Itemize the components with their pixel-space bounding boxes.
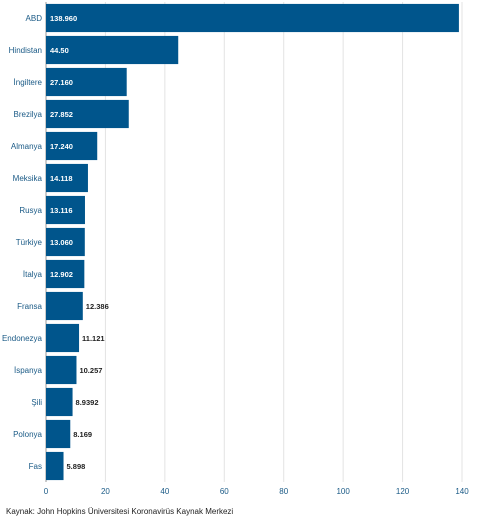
bar (46, 291, 83, 321)
value-label: 14.118 (50, 174, 73, 183)
value-label: 12.386 (86, 302, 109, 311)
category-label: İspanya (14, 366, 43, 375)
x-tick-label: 20 (101, 487, 110, 496)
category-label: Endonezya (2, 334, 43, 343)
value-label: 27.852 (50, 110, 73, 119)
bar (46, 259, 85, 289)
category-labels: ABD Hindistan İngiltere Brezilya Almanya Meks… (2, 14, 43, 471)
value-label: 8.169 (73, 430, 92, 439)
bars (46, 3, 459, 481)
bar (46, 99, 129, 129)
value-label: 12.902 (50, 270, 73, 279)
category-label: İngiltere (14, 78, 43, 87)
bar (46, 387, 73, 417)
category-label: Şili (31, 398, 42, 407)
x-tick-label: 120 (396, 487, 410, 496)
category-label: Türkiye (16, 238, 43, 247)
bar (46, 35, 179, 65)
bar (46, 3, 459, 33)
x-tick-label: 0 (44, 487, 49, 496)
value-label: 17.240 (50, 142, 73, 151)
value-label: 13.060 (50, 238, 73, 247)
value-label: 10.257 (79, 366, 102, 375)
bar (46, 195, 85, 225)
x-axis-ticks: 0 20 40 60 80 100 120 140 (44, 487, 469, 496)
value-labels: 138.960 44.50 27.160 27.852 17.240 14.118 13.1… (50, 14, 109, 471)
x-tick-label: 100 (336, 487, 350, 496)
source-note: Kaynak: John Hopkins Üniversitesi Korona… (6, 507, 234, 516)
bar (46, 227, 85, 257)
x-tick-label: 80 (279, 487, 288, 496)
bar (46, 419, 71, 449)
x-tick-label: 40 (160, 487, 169, 496)
value-label: 27.160 (50, 78, 73, 87)
bar (46, 131, 98, 161)
bar (46, 323, 80, 353)
value-label: 11.121 (82, 334, 105, 343)
category-label: Fas (29, 462, 42, 471)
x-tick-label: 60 (220, 487, 229, 496)
category-label: Fransa (17, 302, 42, 311)
category-label: Almanya (11, 142, 43, 151)
category-label: Meksika (13, 174, 43, 183)
value-label: 44.50 (50, 46, 69, 55)
category-label: Rusya (19, 206, 42, 215)
bar (46, 451, 64, 481)
value-label: 5.898 (67, 462, 86, 471)
bar (46, 355, 77, 385)
category-label: Hindistan (9, 46, 42, 55)
x-tick-label: 140 (455, 487, 469, 496)
value-label: 138.960 (50, 14, 77, 23)
value-label: 8.9392 (76, 398, 99, 407)
category-label: Polonya (13, 430, 42, 439)
category-label: İtalya (23, 270, 43, 279)
category-label: Brezilya (14, 110, 43, 119)
bar (46, 67, 127, 97)
bar (46, 163, 88, 193)
category-label: ABD (26, 14, 43, 23)
value-label: 13.116 (50, 206, 73, 215)
